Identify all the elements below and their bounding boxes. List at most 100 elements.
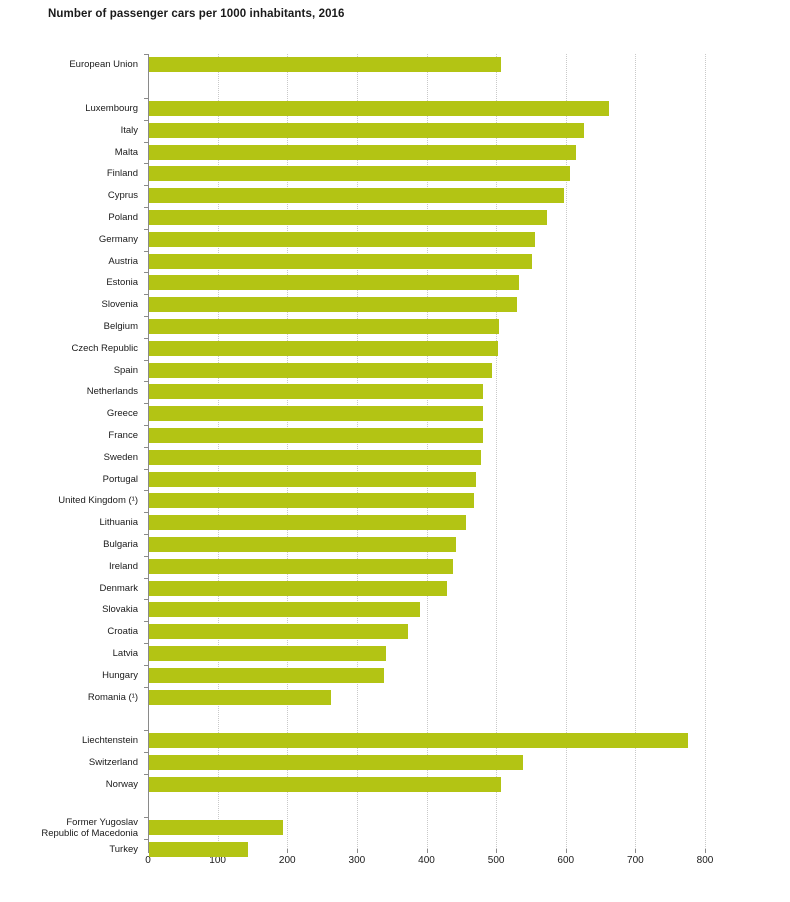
- bar: [149, 733, 688, 749]
- bar: [149, 428, 483, 443]
- y-axis-tick: [144, 381, 148, 383]
- y-axis-tick: [144, 337, 148, 339]
- bar: [149, 471, 476, 487]
- category-label: United Kingdom (¹): [58, 495, 138, 507]
- x-axis-tick: [148, 849, 149, 853]
- bar: [149, 449, 482, 465]
- x-axis-tick-label: 500: [487, 855, 505, 866]
- bar: [149, 624, 408, 640]
- bar: [149, 362, 492, 378]
- bar: [149, 602, 420, 618]
- y-axis-tick: [144, 446, 148, 448]
- bar: [149, 231, 536, 247]
- x-gridline: [496, 54, 498, 849]
- category-label-wrapper: Netherlands: [0, 386, 148, 397]
- x-axis-tick-label: 800: [696, 855, 714, 866]
- y-axis-tick: [144, 119, 148, 121]
- bar: [149, 275, 520, 291]
- x-axis-tick-label: 0: [145, 855, 151, 866]
- y-axis-tick: [144, 294, 148, 296]
- category-label: Turkey: [109, 844, 138, 856]
- category-label-wrapper: Belgium: [0, 321, 148, 332]
- category-label: Croatia: [107, 626, 138, 638]
- bar: [149, 580, 447, 596]
- category-label-wrapper: Austria: [0, 256, 148, 267]
- x-gridline: [705, 54, 707, 849]
- category-label-wrapper: Czech Republic: [0, 343, 148, 354]
- x-axis-tick-label: 200: [278, 855, 296, 866]
- category-label-wrapper: United Kingdom (¹): [0, 495, 148, 506]
- y-axis-tick: [144, 359, 148, 361]
- category-label-wrapper: Spain: [0, 365, 148, 376]
- x-axis-tick-label: 600: [557, 855, 575, 866]
- category-label-wrapper: Latvia: [0, 648, 148, 659]
- category-label-wrapper: Estonia: [0, 277, 148, 288]
- category-label-wrapper: Italy: [0, 125, 148, 136]
- category-label: Sweden: [103, 451, 138, 463]
- bar: [149, 144, 577, 160]
- category-label-wrapper: European Union: [0, 59, 148, 70]
- category-label: Greece: [106, 408, 138, 420]
- bar: [149, 122, 585, 138]
- y-axis-line: [148, 54, 149, 849]
- category-label-wrapper: Bulgaria: [0, 539, 148, 550]
- y-axis-tick: [144, 534, 148, 535]
- x-axis-tick: [635, 849, 637, 853]
- bar: [149, 755, 523, 770]
- x-axis-tick: [426, 849, 428, 853]
- x-gridline: [565, 54, 568, 849]
- y-axis-tick: [144, 730, 148, 732]
- y-axis-tick: [144, 664, 148, 666]
- bar: [149, 166, 570, 182]
- x-axis-tick: [565, 849, 567, 853]
- category-label-wrapper: Poland: [0, 212, 148, 223]
- category-label: Spain: [113, 364, 138, 376]
- bar: [149, 842, 248, 858]
- bar: [149, 210, 547, 225]
- bar: [149, 253, 532, 269]
- category-label: Liechtenstein: [82, 735, 138, 747]
- bar: [149, 297, 517, 313]
- category-label: Austria: [108, 255, 138, 267]
- x-axis-tick-label: 100: [209, 855, 226, 866]
- category-label-wrapper: Luxembourg: [0, 103, 148, 114]
- category-label-wrapper: Croatia: [0, 626, 148, 637]
- category-label: European Union: [69, 59, 138, 71]
- y-axis-tick: [144, 752, 148, 753]
- y-axis-tick: [144, 425, 148, 426]
- y-axis-tick: [144, 468, 148, 470]
- bar: [149, 776, 502, 792]
- category-label: Poland: [108, 212, 138, 223]
- y-axis-tick: [144, 577, 148, 579]
- category-label-wrapper: Turkey: [0, 844, 148, 855]
- y-axis-tick: [144, 98, 148, 99]
- category-label: Ireland: [108, 560, 138, 572]
- category-label-wrapper: Slovakia: [0, 604, 148, 615]
- y-axis-tick: [144, 599, 148, 601]
- category-label: Denmark: [99, 582, 138, 594]
- bar: [149, 646, 387, 661]
- bar: [149, 188, 564, 204]
- y-axis-tick: [144, 403, 148, 405]
- x-axis-tick: [287, 849, 289, 853]
- category-label: Netherlands: [86, 386, 138, 398]
- category-label-wrapper: Hungary: [0, 670, 148, 681]
- bar: [149, 537, 457, 552]
- x-axis-tick-label: 400: [418, 855, 435, 866]
- category-label: Bulgaria: [103, 539, 138, 550]
- category-label-wrapper: Norway: [0, 779, 148, 790]
- y-axis-tick: [144, 163, 148, 165]
- y-axis-tick: [144, 185, 148, 187]
- y-axis-tick: [144, 773, 148, 775]
- x-axis-tick-label: 300: [348, 855, 366, 866]
- category-label-wrapper: Switzerland: [0, 757, 148, 768]
- y-axis-tick: [144, 512, 148, 514]
- y-axis-tick: [144, 490, 148, 492]
- category-label: Norway: [105, 778, 138, 790]
- bar: [149, 820, 284, 836]
- category-label-wrapper: Romania (¹): [0, 692, 148, 703]
- y-axis-tick: [144, 250, 148, 252]
- y-axis-tick: [144, 555, 148, 557]
